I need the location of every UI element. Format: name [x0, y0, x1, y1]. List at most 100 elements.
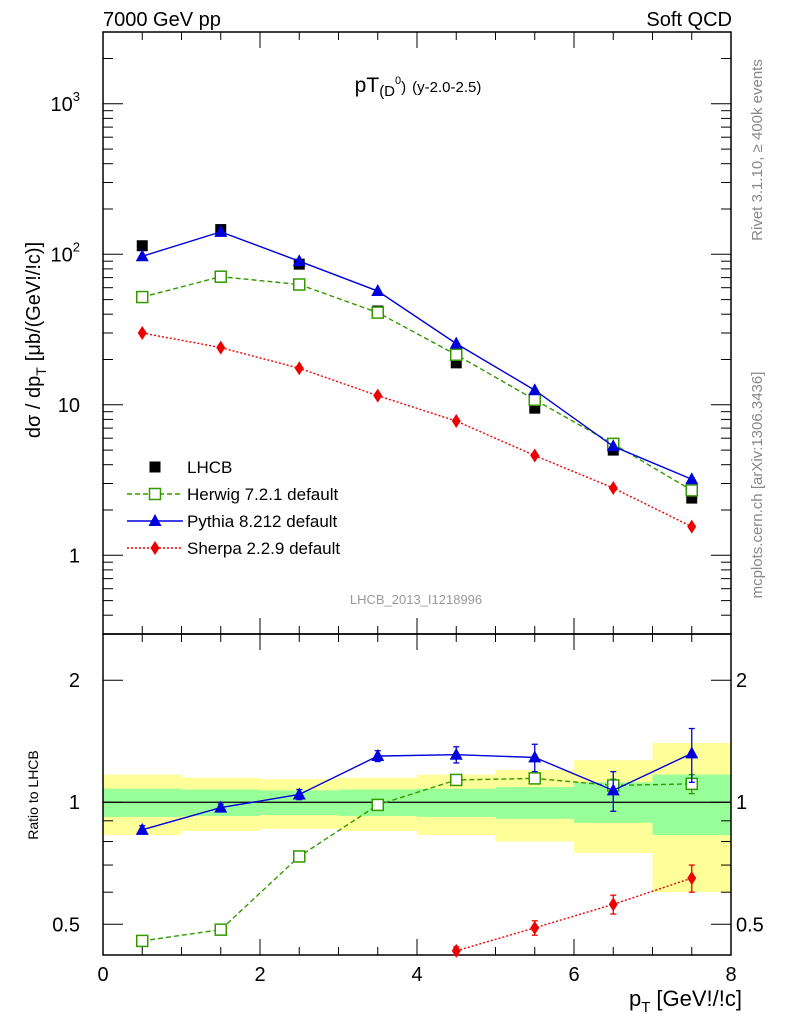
legend-marker	[150, 541, 160, 555]
legend-entry-sherpa-2-2-9-default: Sherpa 2.2.9 default	[127, 539, 340, 558]
ratio-y-tick-label-right: 1	[736, 792, 747, 814]
ratio-data-point	[450, 773, 463, 787]
mcplots-side-label: mcplots.cern.ch [arXiv:1306.3436]	[749, 372, 766, 599]
main-data-point	[371, 306, 384, 319]
ratio-data-point	[608, 897, 618, 912]
ratio-data-point	[135, 822, 149, 835]
legend-entry-lhcb: LHCB	[149, 458, 232, 477]
main-data-point	[530, 448, 540, 463]
main-data-point	[450, 348, 463, 362]
main-data-point	[608, 481, 618, 496]
main-data-point	[449, 336, 463, 349]
main-data-point	[293, 278, 306, 291]
main-data-point	[373, 388, 383, 403]
data-series	[135, 224, 699, 958]
header-left: 7000 GeV pp	[103, 9, 221, 31]
ratio-data-point	[528, 750, 542, 763]
legend-label: LHCB	[187, 458, 232, 477]
x-axis-label-unit: [GeV!/!c]	[656, 986, 742, 1011]
legend-label: Pythia 8.212 default	[187, 512, 338, 531]
main-y-axis-label-unit: [μb/(GeV!/!c)]	[23, 242, 45, 361]
legend-entry-herwig-7-2-1-default: Herwig 7.2.1 default	[127, 485, 338, 504]
main-data-point	[136, 240, 148, 252]
main-data-point	[135, 249, 149, 262]
plot-title-close: )	[401, 79, 406, 96]
ratio-series-pythia-8-212-default	[135, 727, 699, 835]
x-tick-label: 8	[725, 964, 736, 986]
main-data-point	[214, 270, 227, 283]
header-right: Soft QCD	[646, 9, 732, 31]
ratio-data-point	[685, 746, 699, 759]
main-data-point	[294, 361, 304, 376]
plot-title: pT(D0) (y-2.0-2.5)	[355, 74, 482, 100]
main-y-tick-label: 103	[51, 89, 80, 116]
main-data-point	[292, 254, 306, 267]
ratio-y-tick-label-left: 2	[69, 670, 80, 692]
ratio-y-tick-label-left: 1	[69, 792, 80, 814]
ratio-data-point	[371, 798, 384, 812]
legend: LHCB Herwig 7.2.1 default Pythia 8.212 def…	[127, 458, 340, 558]
ratio-data-point	[449, 747, 463, 760]
main-data-point	[606, 439, 620, 452]
legend-label: Herwig 7.2.1 default	[187, 485, 338, 504]
main-series-pythia-8-212-default	[135, 224, 699, 485]
legend-entry-pythia-8-212-default: Pythia 8.212 default	[127, 512, 338, 531]
ratio-data-point	[371, 749, 385, 762]
ratio-data-point	[136, 934, 149, 948]
ratio-data-point	[214, 800, 228, 813]
ratio-data-point	[528, 772, 541, 785]
ratio-data-point	[293, 850, 306, 863]
ratio-data-point	[292, 787, 306, 800]
legend-marker	[148, 514, 162, 526]
main-series-sherpa-2-2-9-default	[137, 326, 697, 534]
x-axis-label-main: p	[629, 986, 641, 1011]
main-series-line	[142, 231, 693, 480]
main-data-point	[451, 414, 461, 429]
plot-title-suffix: (y-2.0-2.5)	[412, 79, 481, 96]
ratio-data-point	[606, 783, 620, 796]
main-y-tick-label: 1	[69, 545, 80, 567]
ratio-series-sherpa-2-2-9-default	[451, 864, 697, 958]
x-tick-label: 6	[568, 964, 579, 986]
main-data-point	[214, 224, 228, 237]
main-y-axis-label-sub: T	[33, 367, 49, 376]
main-data-point	[685, 484, 698, 497]
x-tick-label: 2	[254, 964, 265, 986]
main-y-tick-label: 102	[51, 239, 80, 266]
ratio-y-tick-label-left: 0.5	[52, 914, 80, 936]
main-data-point	[686, 492, 698, 504]
main-data-point	[371, 284, 385, 297]
ratio-y-axis-label: Ratio to LHCB	[25, 750, 41, 839]
main-data-point	[529, 402, 541, 414]
ratio-data-point	[530, 920, 540, 935]
ratio-y-tick-label-right: 2	[736, 670, 747, 692]
axis-tick-labels: 0 2 4 6 8 1 10 102 103 0.5 0.5 1 1 2 2	[51, 89, 764, 986]
main-data-point	[136, 290, 149, 304]
main-y-tick-label-exponent: 2	[73, 239, 80, 254]
main-y-axis-label-main: dσ / dp	[23, 376, 45, 438]
axis-ticks	[102, 31, 732, 955]
ratio-data-point	[687, 871, 697, 886]
plot-title-main: pT	[355, 74, 380, 97]
main-y-tick-label-exponent: 3	[73, 89, 80, 104]
x-tick-label: 0	[97, 964, 108, 986]
main-y-axis-label: dσ / dpT [μb/(GeV!/!c)]	[23, 242, 49, 438]
ratio-series-line	[142, 752, 693, 831]
x-axis-label-sub: T	[641, 999, 650, 1016]
x-tick-label: 4	[411, 964, 422, 986]
rivet-side-label: Rivet 3.1.10, ≥ 400k events	[749, 59, 766, 241]
main-data-point	[685, 472, 699, 485]
ratio-data-point	[451, 943, 461, 958]
main-data-point	[687, 519, 697, 534]
ratio-data-point	[214, 923, 227, 936]
x-axis-label: pT [GeV!/!c]	[629, 986, 742, 1016]
ratio-series-line	[456, 877, 692, 952]
plot-title-sub: (D	[379, 83, 395, 100]
legend-marker	[149, 461, 161, 473]
main-y-tick-label: 10	[58, 395, 80, 417]
main-data-point	[137, 326, 147, 340]
inner-band-bin	[495, 787, 574, 819]
main-series-line	[142, 332, 693, 528]
